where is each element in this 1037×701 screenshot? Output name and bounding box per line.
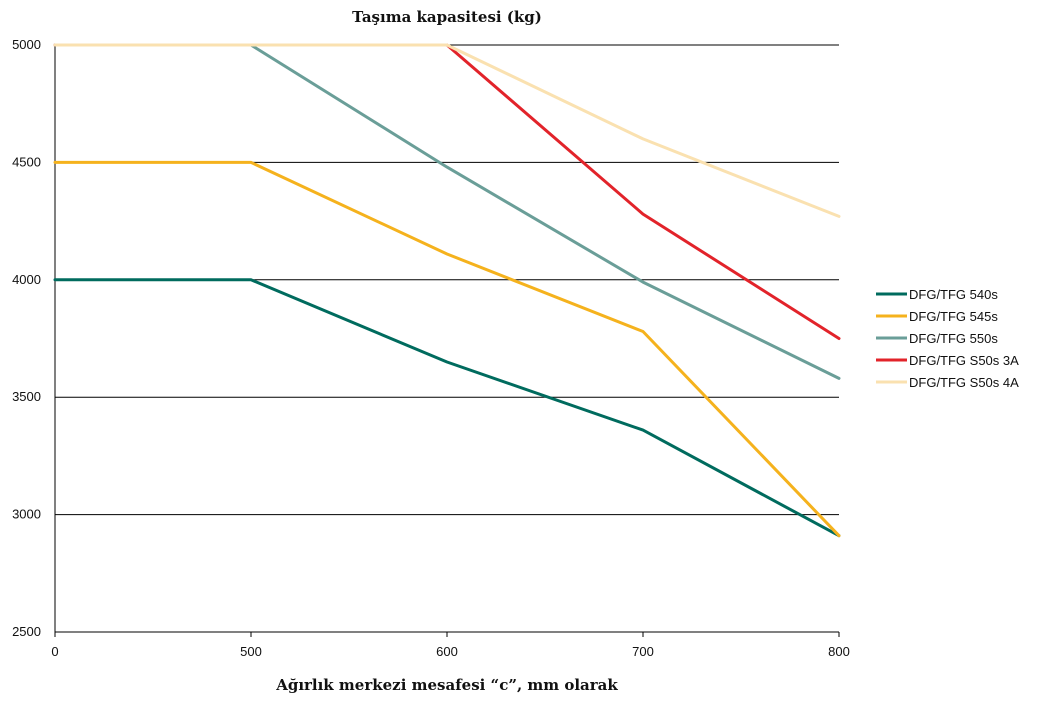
series-line-2	[53, 160, 841, 538]
x-tick-label: 500	[240, 644, 262, 659]
legend: DFG/TFG 540s DFG/TFG 545s DFG/TFG 550s DFG/…	[876, 287, 1019, 390]
series-line-3	[53, 43, 841, 380]
tick-labels: 2500 3000 3500 4000 4500 5000 0 500 600 700 800	[12, 37, 850, 659]
legend-label-4: DFG/TFG S50s 3A	[909, 353, 1019, 368]
series-lines	[53, 43, 841, 538]
legend-label-3: DFG/TFG 550s	[909, 331, 998, 346]
x-axis-title: Ağırlık merkezi mesafesi “c”, mm olarak	[275, 676, 618, 694]
axes	[54, 45, 840, 637]
x-tick-label: 700	[632, 644, 654, 659]
y-tick-label: 3500	[12, 389, 41, 404]
legend-label-2: DFG/TFG 545s	[909, 309, 998, 324]
series-line-1	[53, 278, 841, 538]
y-tick-label: 5000	[12, 37, 41, 52]
legend-label-1: DFG/TFG 540s	[909, 287, 998, 302]
x-tick-label: 600	[436, 644, 458, 659]
series-line-5	[53, 43, 841, 218]
x-tick-label: 800	[828, 644, 850, 659]
y-tick-label: 3000	[12, 507, 41, 522]
y-tick-label: 4500	[12, 154, 41, 169]
y-tick-label: 4000	[12, 272, 41, 287]
legend-label-5: DFG/TFG S50s 4A	[909, 375, 1019, 390]
y-tick-label: 2500	[12, 624, 41, 639]
chart-title: Taşıma kapasitesi (kg)	[352, 8, 542, 26]
series-line-4	[53, 43, 841, 340]
x-tick-label: 0	[51, 644, 58, 659]
